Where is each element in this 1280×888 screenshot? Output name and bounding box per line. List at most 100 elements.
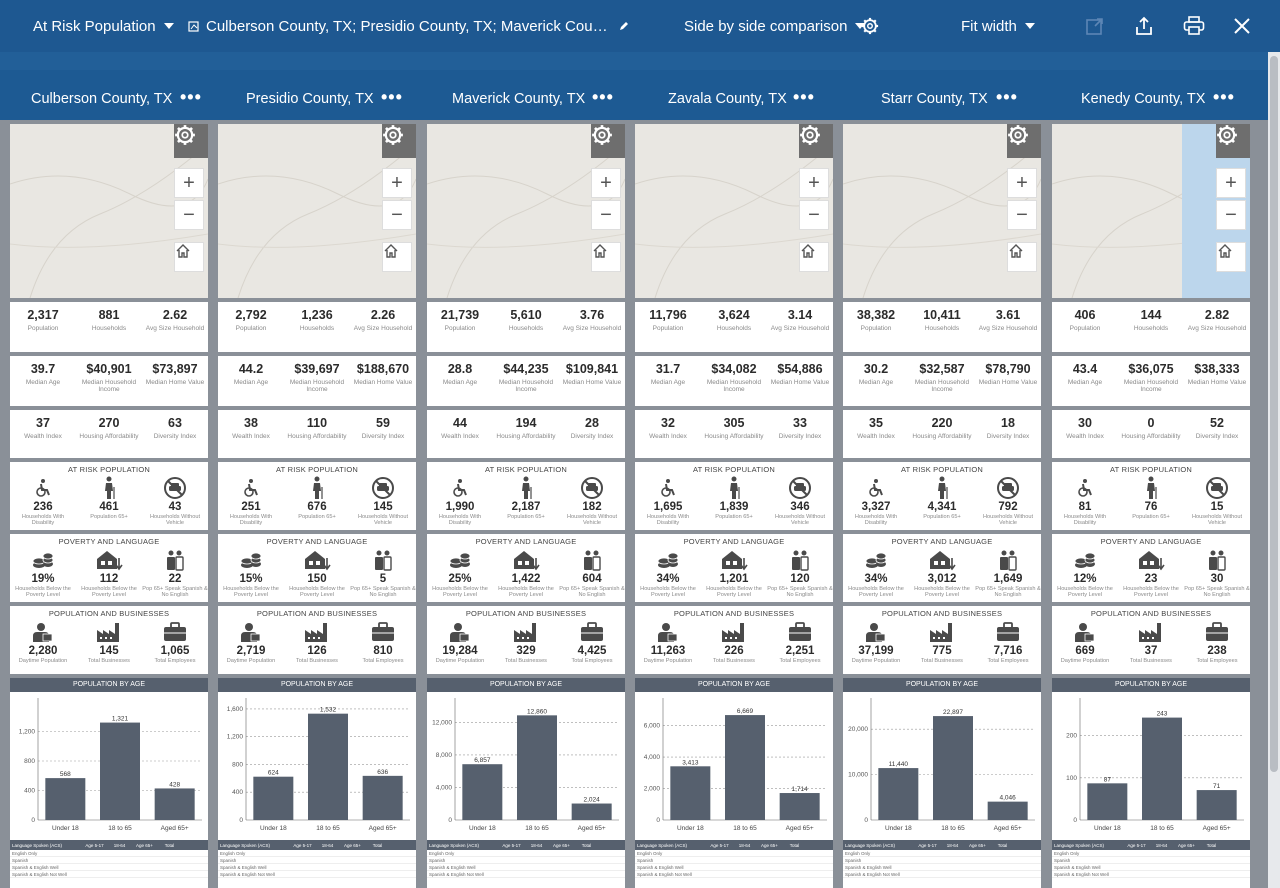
table-row: Spanish & English Well xyxy=(1052,864,1250,871)
plus-icon: + xyxy=(183,171,195,194)
column-menu-button[interactable]: ••• xyxy=(592,87,614,107)
worker-icon xyxy=(635,620,701,644)
areas-label: Culberson County, TX; Presidio County, T… xyxy=(206,17,611,35)
zoom-in-button[interactable]: + xyxy=(382,168,412,198)
home-icon xyxy=(1009,244,1023,258)
zoom-out-button[interactable]: − xyxy=(174,200,204,230)
zoom-out-button[interactable]: − xyxy=(799,200,829,230)
column-menu-button[interactable]: ••• xyxy=(381,87,403,107)
diversity-index-value: 52 xyxy=(1210,416,1224,430)
age-bar xyxy=(517,715,557,820)
map-settings-button[interactable] xyxy=(799,124,833,158)
no-vehicle-label: Households Without Vehicle xyxy=(357,514,409,526)
employees-value: 1,065 xyxy=(160,645,190,657)
column-menu-button[interactable]: ••• xyxy=(1213,87,1235,107)
county-map[interactable]: + − xyxy=(427,124,625,298)
y-tick-label: 100 xyxy=(1066,775,1077,782)
vertical-scrollbar[interactable] xyxy=(1268,52,1280,888)
pop65-label: Population 65+ xyxy=(507,514,545,520)
zoom-in-button[interactable]: + xyxy=(591,168,621,198)
table-cell: Spanish & English Well xyxy=(220,864,267,870)
wealth-index-value: 38 xyxy=(244,416,258,430)
table-row: Spanish & English Well xyxy=(427,864,625,871)
elderly-person-icon xyxy=(701,476,767,500)
table-header-cell: Age 65+ xyxy=(761,842,778,848)
business-card: POPULATION AND BUSINESSES 19,284 Daytime … xyxy=(427,606,625,674)
zoom-out-button[interactable]: − xyxy=(382,200,412,230)
home-button[interactable] xyxy=(1216,242,1246,272)
county-map[interactable]: + − xyxy=(635,124,833,298)
share-button[interactable] xyxy=(1130,12,1158,40)
zoom-in-button[interactable]: + xyxy=(174,168,204,198)
avg-size-label: Avg Size Household xyxy=(1187,325,1247,332)
zoom-in-button[interactable]: + xyxy=(799,168,829,198)
map-settings-button[interactable] xyxy=(174,124,208,158)
close-button[interactable] xyxy=(1228,12,1256,40)
population-label: Population xyxy=(1069,325,1101,332)
table-cell: Spanish & English Well xyxy=(637,864,684,870)
employees-label: Total Employees xyxy=(154,658,196,664)
county-map[interactable]: + − xyxy=(1052,124,1250,298)
scrollbar-thumb[interactable] xyxy=(1270,56,1278,772)
home-button[interactable] xyxy=(799,242,829,272)
population-value: 11,796 xyxy=(649,308,687,322)
age-chart-card: POPULATION BY AGE 12,000 8,000 4,000 0 6,857… xyxy=(427,678,625,840)
view-dropdown[interactable]: At Risk Population xyxy=(33,0,174,52)
county-map[interactable]: + − xyxy=(10,124,208,298)
close-icon xyxy=(1234,18,1250,34)
map-settings-button[interactable] xyxy=(1007,124,1041,158)
zoom-out-button[interactable]: − xyxy=(1007,200,1037,230)
hh-below-label: Households Below the Poverty Level xyxy=(498,586,554,598)
table-row: Spanish xyxy=(843,857,1041,864)
column-menu-button[interactable]: ••• xyxy=(793,87,815,107)
house-down-icon xyxy=(1118,548,1184,572)
print-button[interactable] xyxy=(1180,12,1208,40)
column-menu-button[interactable]: ••• xyxy=(996,87,1018,107)
poverty-card: POVERTY AND LANGUAGE 12% Households Below… xyxy=(1052,534,1250,602)
map-settings-button[interactable] xyxy=(382,124,416,158)
zoom-out-button[interactable]: − xyxy=(1216,200,1246,230)
no-vehicle-icon xyxy=(975,476,1041,500)
fit-dropdown[interactable]: Fit width xyxy=(961,0,1035,52)
daytime-label: Daytime Population xyxy=(1060,658,1110,664)
median-age-value: 28.8 xyxy=(447,362,473,376)
bar-value-label: 6,669 xyxy=(737,708,754,715)
table-cell: Spanish xyxy=(429,857,446,863)
home-button[interactable] xyxy=(1007,242,1037,272)
businesses-label: Total Businesses xyxy=(713,658,755,664)
settings-button[interactable] xyxy=(856,12,884,40)
areas-selector[interactable]: Culberson County, TX; Presidio County, T… xyxy=(188,0,634,52)
pencil-icon[interactable] xyxy=(619,21,629,31)
table-row: English Only xyxy=(10,850,208,857)
map-settings-button[interactable] xyxy=(1216,124,1250,158)
language-table: Language Spoken (ACS) Age 5-17 18-64 Age… xyxy=(635,840,833,888)
worker-icon xyxy=(218,620,284,644)
plus-icon: + xyxy=(808,171,820,194)
home-icon xyxy=(801,244,815,258)
layout-dropdown[interactable]: Side by side comparison xyxy=(684,0,866,52)
age-bar xyxy=(462,764,503,820)
home-button[interactable] xyxy=(174,242,204,272)
businesses-value: 37 xyxy=(1144,645,1158,657)
diversity-index-label: Diversity Index xyxy=(1195,433,1239,440)
business-title: POPULATION AND BUSINESSES xyxy=(1090,609,1212,618)
zoom-out-button[interactable]: − xyxy=(591,200,621,230)
factory-icon xyxy=(284,620,350,644)
table-cell: Spanish & English Well xyxy=(845,864,892,870)
map-settings-button[interactable] xyxy=(591,124,625,158)
view-dropdown-label: At Risk Population xyxy=(33,17,156,35)
wealth-index-value: 30 xyxy=(1078,416,1092,430)
median-home-label: Median Home Value xyxy=(145,379,205,386)
county-map[interactable]: + − xyxy=(843,124,1041,298)
export-disabled-button[interactable] xyxy=(1081,12,1109,40)
indexes-card: 32 Wealth Index 305 Housing Affordability … xyxy=(635,410,833,458)
zoom-in-button[interactable]: + xyxy=(1007,168,1037,198)
table-row: Spanish xyxy=(10,857,208,864)
column-menu-button[interactable]: ••• xyxy=(180,87,202,107)
table-header: Language Spoken (ACS) Age 5-17 18-64 Age… xyxy=(843,840,1041,850)
home-button[interactable] xyxy=(591,242,621,272)
people-language-icon xyxy=(767,548,833,572)
home-button[interactable] xyxy=(382,242,412,272)
county-map[interactable]: + − xyxy=(218,124,416,298)
zoom-in-button[interactable]: + xyxy=(1216,168,1246,198)
